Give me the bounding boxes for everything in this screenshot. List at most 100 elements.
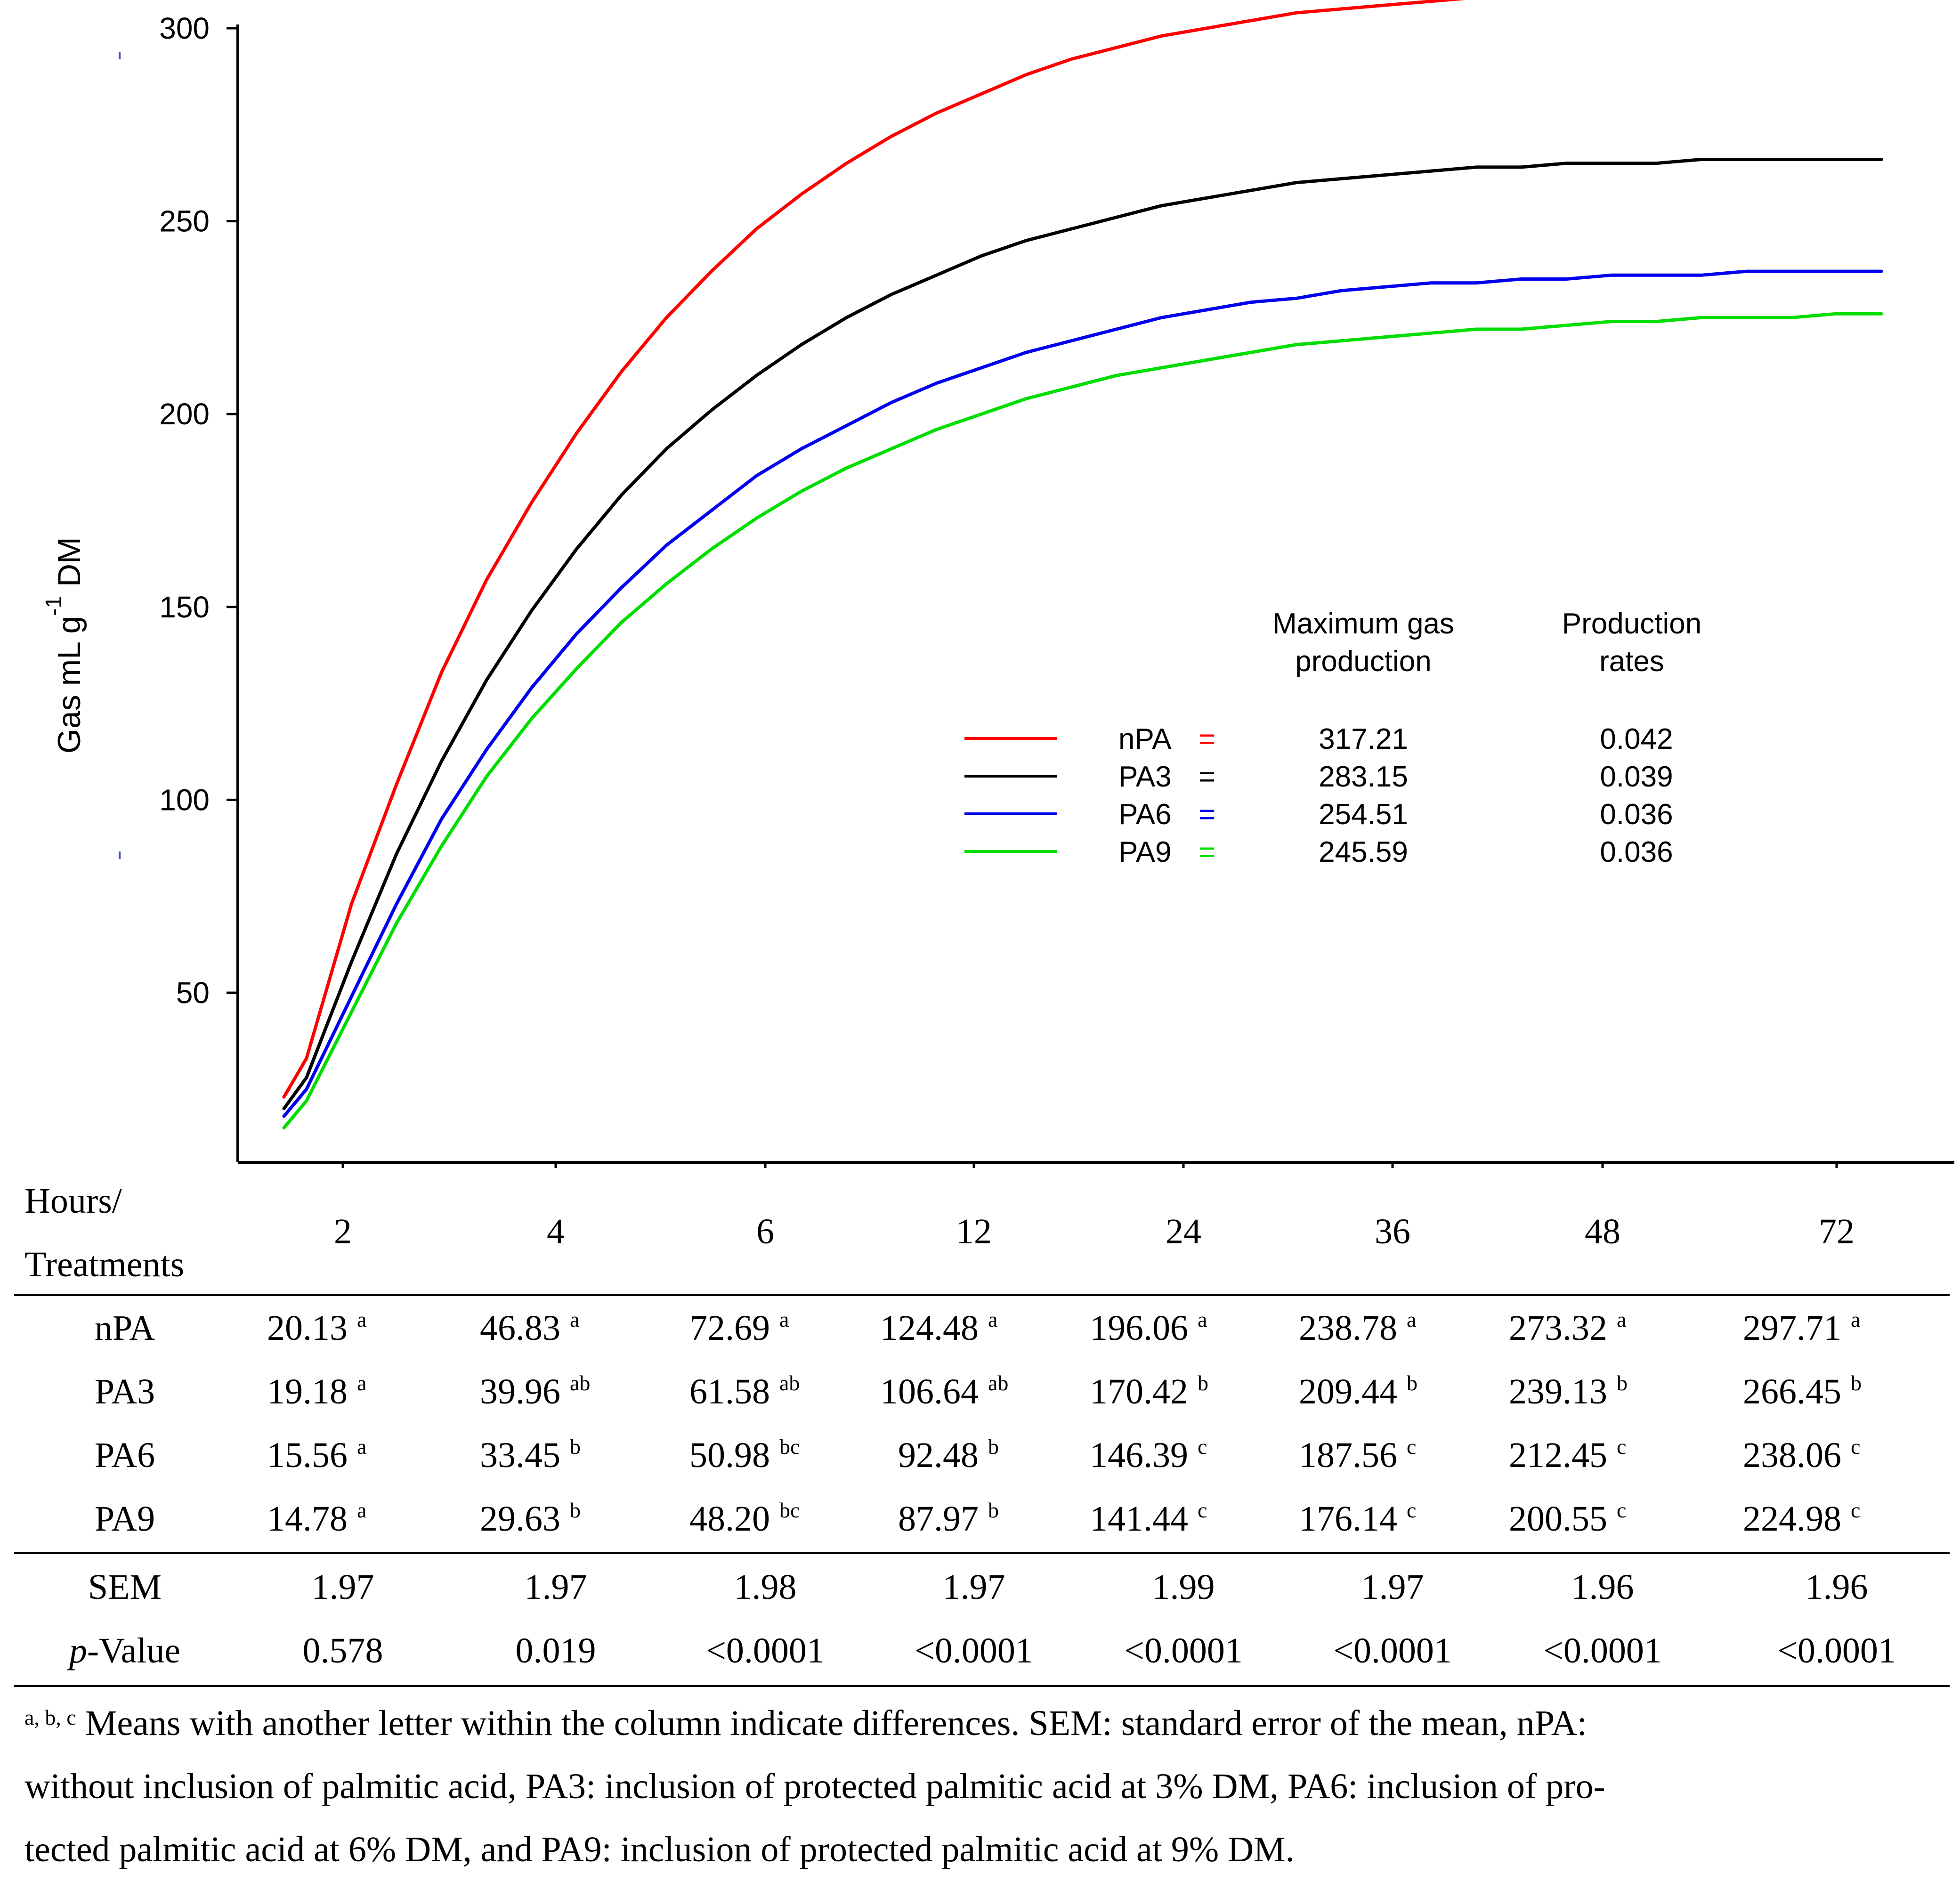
- y-tick-label-150: 150: [159, 590, 210, 624]
- table-letter-PA6-6: bc: [779, 1435, 800, 1459]
- table-p-2: 0.578: [303, 1631, 383, 1670]
- series-line-nPA: [282, 0, 1466, 1099]
- table-letter-nPA-4: a: [570, 1307, 579, 1331]
- legend-name-nPA: nPA: [1118, 723, 1172, 755]
- table-hour-6: 6: [756, 1212, 774, 1251]
- gas-production-chart: 50 100 150 200 250 300 Maximum gas production P…: [41, 0, 1954, 1168]
- table-p-label-rest: -Value: [87, 1631, 180, 1670]
- table-row-name-PA6: PA6: [95, 1435, 155, 1475]
- table-letter-nPA-36: a: [1407, 1307, 1416, 1331]
- legend-header-rate-1: Production: [1562, 608, 1701, 640]
- table-sem-2: 1.97: [312, 1567, 374, 1607]
- table-p-48: <0.0001: [1543, 1631, 1662, 1670]
- table-hour-12: 12: [956, 1212, 992, 1251]
- table-cell-PA3-36: 209.44: [1299, 1372, 1397, 1411]
- table-sem-48: 1.96: [1571, 1567, 1634, 1607]
- table-cell-PA9-48: 200.55: [1509, 1499, 1607, 1539]
- table-sem-36: 1.97: [1361, 1567, 1424, 1607]
- table-letter-PA3-4: ab: [570, 1371, 590, 1395]
- table-cell-nPA-2: 20.13: [267, 1308, 348, 1348]
- table-cell-nPA-24: 196.06: [1090, 1308, 1188, 1348]
- table-cell-PA6-72: 238.06: [1743, 1435, 1841, 1475]
- table-cell-PA9-72: 224.98: [1743, 1499, 1841, 1539]
- table-p-label: p-Value: [67, 1631, 180, 1670]
- footnote-line-3: tected palmitic acid at 6% DM, and PA9: …: [24, 1830, 1295, 1869]
- table-header-label-1: Hours/: [24, 1181, 122, 1221]
- table-letter-nPA-6: a: [779, 1307, 789, 1331]
- y-tick-label-100: 100: [159, 783, 210, 817]
- table-cell-PA3-48: 239.13: [1509, 1372, 1607, 1411]
- table-p-36: <0.0001: [1333, 1631, 1452, 1670]
- table-letter-PA6-4: b: [570, 1435, 581, 1459]
- table-cell-PA6-6: 50.98: [689, 1435, 770, 1475]
- table-sem-label: SEM: [88, 1567, 162, 1607]
- legend-rate-PA9: 0.036: [1600, 836, 1673, 868]
- legend-rate-nPA: 0.042: [1600, 723, 1673, 755]
- y-axis-label-suffix: DM: [51, 537, 87, 596]
- table-cell-PA6-12: 92.48: [898, 1435, 979, 1475]
- x-axis: [238, 1161, 1954, 1168]
- footnote-marks: a, b, c: [24, 1705, 76, 1729]
- table-hour-72: 72: [1819, 1212, 1855, 1251]
- table-row-name-nPA: nPA: [95, 1308, 155, 1348]
- table-sem-12: 1.97: [943, 1567, 1005, 1607]
- table-cell-nPA-12: 124.48: [880, 1308, 979, 1348]
- table-hour-2: 2: [334, 1212, 352, 1251]
- table-letter-PA6-72: c: [1851, 1435, 1860, 1459]
- table-cell-PA9-2: 14.78: [267, 1499, 348, 1539]
- table-letter-PA6-24: c: [1198, 1435, 1207, 1459]
- table-cell-PA3-6: 61.58: [689, 1372, 770, 1411]
- table-letter-nPA-12: a: [988, 1307, 997, 1331]
- table-hour-36: 36: [1375, 1212, 1410, 1251]
- legend-rate-PA6: 0.036: [1600, 798, 1673, 831]
- table-cell-PA9-4: 29.63: [480, 1499, 560, 1539]
- legend-header-max-2: production: [1295, 645, 1432, 678]
- table-hour-4: 4: [547, 1212, 565, 1251]
- table-letter-PA3-24: b: [1198, 1371, 1208, 1395]
- series-lines: [282, 0, 1883, 1130]
- y-tick-label-50: 50: [176, 976, 210, 1010]
- y-axis: 50 100 150 200 250 300: [119, 11, 239, 1162]
- table-letter-PA3-72: b: [1851, 1371, 1862, 1395]
- table-letter-PA6-36: c: [1407, 1435, 1416, 1459]
- table-cell-PA9-24: 141.44: [1090, 1499, 1188, 1539]
- legend-max-PA9: 245.59: [1319, 836, 1408, 868]
- table-letter-PA9-24: c: [1198, 1498, 1207, 1522]
- table-cell-PA3-72: 266.45: [1743, 1372, 1841, 1411]
- table-letter-PA3-6: ab: [779, 1371, 800, 1395]
- table-cell-PA9-12: 87.97: [898, 1499, 979, 1539]
- footnote-line-2: without inclusion of palmitic acid, PA3:…: [24, 1767, 1605, 1806]
- table-cell-PA6-36: 187.56: [1299, 1435, 1397, 1475]
- legend-rate-PA3: 0.039: [1600, 761, 1673, 793]
- series-line-PA3: [282, 158, 1883, 1111]
- table-row-name-PA3: PA3: [95, 1372, 155, 1411]
- table-p-6: <0.0001: [706, 1631, 825, 1670]
- table-cell-PA6-2: 15.56: [267, 1435, 348, 1475]
- table-header-label-2: Treatments: [24, 1245, 184, 1284]
- table-letter-nPA-48: a: [1617, 1307, 1626, 1331]
- footnote-text-1: Means with another letter within the col…: [76, 1703, 1587, 1743]
- legend-name-PA3: PA3: [1118, 761, 1172, 793]
- legend-max-nPA: 317.21: [1319, 723, 1408, 755]
- table-cell-PA9-36: 176.14: [1299, 1499, 1397, 1539]
- footnote-line-1: a, b, c Means with another letter within…: [24, 1686, 1936, 1755]
- table-cell-nPA-36: 238.78: [1299, 1308, 1397, 1348]
- legend-equals-PA6: =: [1199, 798, 1215, 831]
- y-tick-label-250: 250: [159, 204, 210, 238]
- table-letter-nPA-2: a: [357, 1307, 366, 1331]
- table-letter-PA6-48: c: [1617, 1435, 1626, 1459]
- legend-equals-PA3: =: [1199, 761, 1215, 793]
- table-cell-PA3-2: 19.18: [267, 1372, 348, 1411]
- table-letter-PA9-72: c: [1851, 1498, 1860, 1522]
- legend-header-rate-2: rates: [1599, 645, 1664, 678]
- table-cell-PA6-4: 33.45: [480, 1435, 560, 1475]
- table-cell-nPA-6: 72.69: [689, 1308, 770, 1348]
- table-letter-PA9-12: b: [988, 1498, 999, 1522]
- table-p-24: <0.0001: [1124, 1631, 1243, 1670]
- table-cell-nPA-72: 297.71: [1743, 1308, 1841, 1348]
- table-p-12: <0.0001: [915, 1631, 1033, 1670]
- table-sem-4: 1.97: [525, 1567, 587, 1607]
- table-cell-PA9-6: 48.20: [689, 1499, 770, 1539]
